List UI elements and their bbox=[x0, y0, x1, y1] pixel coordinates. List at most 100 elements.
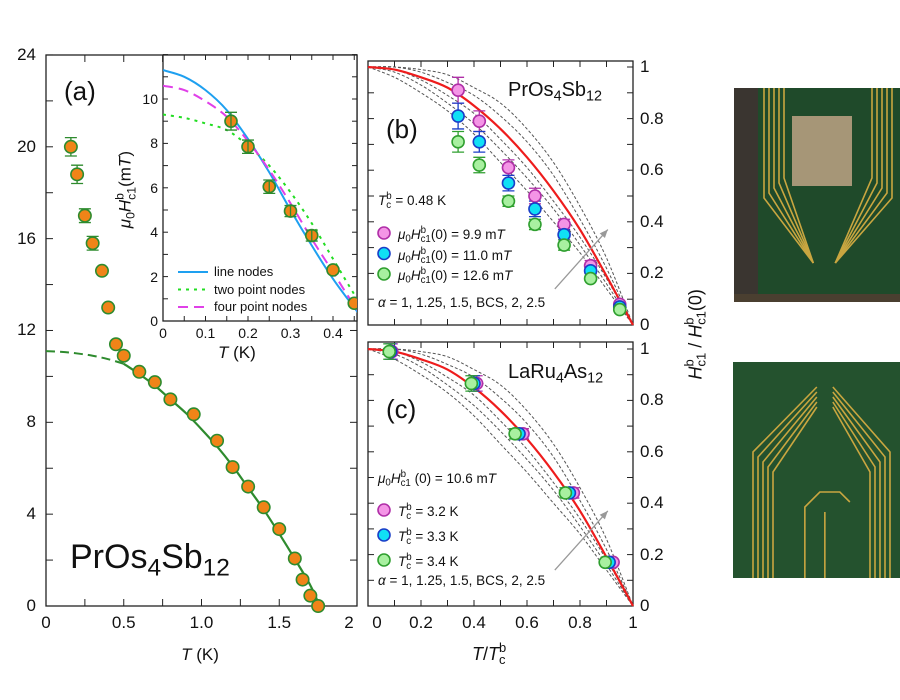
panel-c-xlabel: T/T b c bbox=[472, 640, 507, 668]
panel-b-y-tick-label: 1 bbox=[640, 57, 650, 76]
panel-b-data-point bbox=[451, 135, 465, 149]
panel-b-alpha-curve-1 bbox=[367, 66, 634, 326]
inset-x-tick-label: 0 bbox=[159, 325, 167, 341]
photo-trace bbox=[768, 88, 888, 264]
inset-point-group bbox=[347, 296, 357, 311]
inset-y-tick-label: 0 bbox=[150, 313, 158, 329]
photo-sample-chip bbox=[792, 116, 852, 186]
panel-a-xlabel: T (K) bbox=[180, 646, 220, 663]
panel-c-label: (c) bbox=[386, 394, 417, 424]
inset-x-tick-label: 0.3 bbox=[280, 325, 301, 341]
panel-c-alpha-curve-2.5 bbox=[367, 348, 634, 607]
inset-x-tick-label: 0.4 bbox=[323, 325, 343, 341]
panel-c-frame bbox=[367, 341, 634, 607]
inset-point-group bbox=[326, 263, 340, 277]
panel-b-data-point bbox=[557, 238, 571, 252]
photo-trace bbox=[763, 88, 893, 264]
panel-b-data-point bbox=[612, 302, 627, 317]
panel-c-legend-marker bbox=[377, 503, 391, 517]
panel-c-y-tick-label: 0.8 bbox=[640, 390, 664, 410]
panel-a-data-point bbox=[63, 139, 78, 154]
panel-c-data-point bbox=[558, 486, 573, 500]
panel-b-legend-item: μ0H b c1 (0) = 11.0 mT bbox=[398, 245, 512, 266]
photo-trace bbox=[778, 88, 878, 264]
panel-a-data-point bbox=[241, 479, 256, 494]
inset-error-bar bbox=[225, 111, 237, 131]
panel-c-y-tick-label: 0 bbox=[640, 596, 650, 615]
panel-c-data-point bbox=[382, 344, 397, 359]
inset-y-tick-label: 2 bbox=[150, 268, 158, 285]
inset-y-tick-label: 4 bbox=[150, 224, 158, 241]
inset-data-point bbox=[326, 263, 340, 277]
panel-b-y-tick-label: 0 bbox=[640, 315, 650, 334]
panel-b-data-point bbox=[451, 109, 465, 123]
panel-b-alpha-arrow bbox=[554, 229, 609, 290]
panel-a-x-tick-label: 0 bbox=[41, 613, 51, 632]
panel-b-label: (b) bbox=[386, 114, 418, 144]
panel-b-bcs-curve bbox=[367, 65, 634, 326]
panel-a-label: (a) bbox=[64, 76, 96, 106]
photo-trace bbox=[783, 88, 873, 264]
panel-c-alpha-curve-1.25 bbox=[367, 348, 634, 607]
panel-a-y-tick-label: 4 bbox=[26, 504, 36, 524]
inset-y-tick-label: 8 bbox=[150, 135, 158, 152]
panel-c-y-tick-label: 0.4 bbox=[640, 493, 664, 513]
photo-trace bbox=[767, 401, 876, 578]
panel-a-data-point bbox=[225, 460, 240, 475]
panel-c-data-point bbox=[598, 555, 612, 570]
inset-x-tick-label: 0.1 bbox=[195, 325, 216, 341]
device-photo-1 bbox=[734, 88, 900, 302]
inset-legend-item: four point nodes bbox=[214, 299, 308, 314]
panel-b-legend-marker bbox=[377, 246, 391, 261]
panel-a-data-point bbox=[116, 348, 131, 363]
device-photo-2 bbox=[733, 362, 900, 578]
panel-c-legend-marker bbox=[377, 553, 391, 567]
panel-a-xlabel-text: T (K) bbox=[181, 645, 219, 664]
panel-c-x-tick-label: 0.2 bbox=[409, 613, 433, 632]
inset-y-tick-label: 10 bbox=[142, 91, 158, 107]
panel-b-alpha-curve-1.25 bbox=[367, 66, 634, 326]
panel-b-data-point bbox=[472, 135, 487, 149]
panel-c-y-tick-label: 0.6 bbox=[640, 441, 664, 461]
panel-a-data-point bbox=[77, 208, 92, 223]
panel-a-data-point bbox=[303, 588, 318, 603]
panel-b-alpha-curve-2 bbox=[367, 66, 634, 326]
panel-c-bcs-curve bbox=[367, 347, 634, 607]
panel-a-y-tick-label: 20 bbox=[17, 136, 36, 156]
panel-c-x-tick-label: 0.6 bbox=[515, 613, 539, 632]
inset-frame bbox=[162, 54, 358, 322]
panel-a-data-point bbox=[132, 364, 147, 379]
panel-a-data-point bbox=[85, 236, 100, 251]
panel-a-data-point bbox=[186, 407, 201, 422]
inset-error-bar bbox=[242, 139, 254, 155]
panel-b-y-tick-label: 0.6 bbox=[640, 160, 664, 180]
inset-curve-line-nodes bbox=[163, 69, 357, 313]
panel-c-y-tick-label: 0.2 bbox=[640, 544, 664, 564]
panel-c-alpha-arrow bbox=[554, 510, 609, 571]
panel-a-data-point bbox=[163, 392, 178, 407]
panel-c-legend-marker bbox=[377, 528, 391, 542]
inset-data-point bbox=[347, 296, 357, 311]
panel-a-y-tick-label: 8 bbox=[26, 412, 36, 432]
panel-a-data-point bbox=[272, 522, 287, 537]
panel-b-data-point bbox=[501, 194, 516, 208]
panel-b-legend-item: μ0H b c1 (0) = 12.6 mT bbox=[398, 266, 513, 287]
panel-a-compound: PrOs4Sb12 bbox=[70, 538, 230, 582]
panel-b-data-point bbox=[501, 176, 516, 190]
panel-b-legend-marker bbox=[377, 267, 391, 281]
inset-x-tick-label: 0.2 bbox=[238, 325, 258, 341]
panel-a-data-point bbox=[147, 375, 162, 390]
panel-c-alpha-curve-2 bbox=[367, 348, 634, 607]
inset-error-bar bbox=[305, 229, 318, 242]
panel-a-data-point bbox=[287, 551, 302, 566]
panel-a-x-tick-label: 1.0 bbox=[189, 613, 214, 632]
panel-a-x-tick-label: 2 bbox=[344, 613, 354, 632]
panel-a-data-point bbox=[108, 337, 123, 352]
photo-trace bbox=[772, 406, 871, 578]
panel-b-data-point bbox=[472, 114, 487, 128]
panel-a-data-point bbox=[101, 300, 116, 315]
panel-c-data-point bbox=[464, 376, 479, 391]
